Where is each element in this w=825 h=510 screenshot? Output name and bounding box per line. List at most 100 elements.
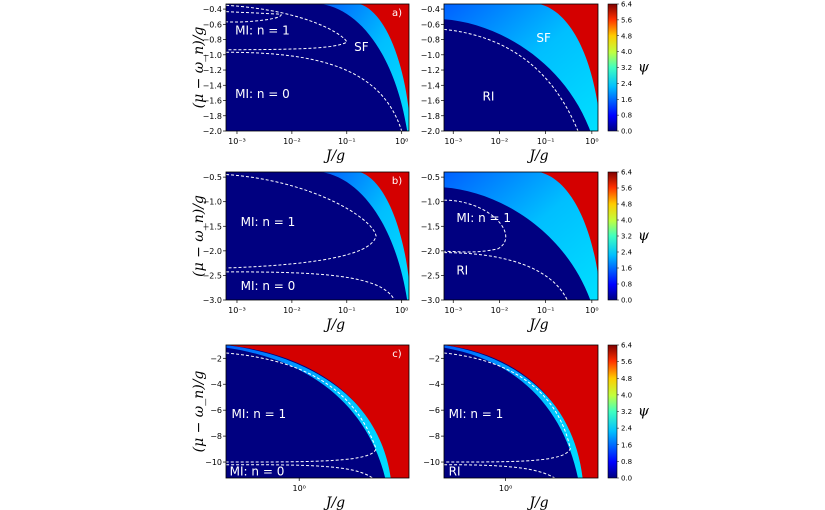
phase-boundary (225, 464, 373, 479)
panel-frame (225, 171, 410, 301)
y-tick-label: −1.6 (203, 97, 222, 106)
x-tick-label: 10⁻² (491, 306, 509, 315)
colorbar-tick-label: 0.8 (621, 112, 632, 120)
y-tick-label: −8 (210, 432, 222, 441)
x-axis-label: J/g (526, 148, 548, 164)
region-label: MI: n = 1 (456, 211, 511, 225)
colorbar-label: ψ (638, 228, 650, 244)
y-tick-label: −10 (423, 458, 440, 467)
panel-frame (443, 344, 599, 479)
colorbar-tick-label: 1.6 (621, 96, 633, 104)
y-tick-label: −1.5 (203, 222, 222, 231)
y-tick-label: −0.6 (421, 20, 440, 29)
colorbar-tick-label: 4.8 (621, 201, 632, 209)
y-tick-label: −4 (210, 380, 222, 389)
phase-boundary (225, 271, 395, 301)
panel-label: c) (392, 349, 401, 360)
region-label: SF (536, 31, 551, 45)
x-axis-label: J/g (323, 495, 345, 510)
y-tick-label: −1.0 (421, 198, 440, 207)
colorbar-1: 6.4 5.6 4.8 4.0 3.2 2.4 1.6 0.8 0.0 ψ (607, 1, 650, 136)
superfluid-region (321, 4, 409, 131)
region-label: MI: n = 1 (235, 23, 290, 37)
y-tick-label: −1.4 (203, 81, 222, 90)
colorbar-tick-label: 0.0 (621, 297, 632, 305)
superfluid-region (444, 345, 586, 478)
y-tick-label: −1.6 (421, 97, 440, 106)
high-psi-region (226, 345, 409, 478)
phase-boundary (443, 28, 579, 132)
x-tick-label: 10⁻¹ (537, 137, 555, 146)
x-tick-label: 10⁻¹ (537, 306, 555, 315)
colorbar-tick-label: 2.4 (621, 425, 633, 433)
x-tick-label: 10⁻³ (444, 137, 462, 146)
y-tick-label: −1.5 (421, 222, 440, 231)
colorbar-label: ψ (638, 60, 650, 76)
panel-6: −2 −4 −6 −8 −10 10⁰ J/g MI: n = 1 RI (423, 344, 599, 510)
phase-boundary (443, 352, 571, 463)
region-label: MI: n = 0 (230, 464, 285, 478)
colorbar-tick-label: 5.6 (621, 358, 633, 366)
y-tick-label: −2.5 (203, 271, 222, 280)
y-tick-label: −0.5 (421, 173, 440, 182)
y-tick-label: −0.4 (203, 5, 222, 14)
region-label: RI (456, 263, 468, 277)
x-axis-label: J/g (323, 317, 345, 333)
y-tick-label: −2 (210, 354, 222, 363)
colorbar-tick-label: 2.4 (621, 80, 633, 88)
panel-1: −0.4 −0.6 −0.8 −1.0 −1.2 −1.4 −1.6 −1.8 −2.0 10⁻³… (191, 3, 410, 164)
phase-boundary (443, 252, 568, 301)
x-tick-label: 10⁻¹ (338, 306, 356, 315)
x-axis-label: J/g (526, 317, 548, 333)
y-tick-label: −2.0 (421, 247, 440, 256)
colorbar-tick-label: 4.0 (621, 217, 632, 225)
colorbar-tick-label: 0.0 (621, 475, 632, 483)
y-tick-label: −2.0 (203, 247, 222, 256)
colorbar-tick-label: 4.8 (621, 375, 632, 383)
colorbar-tick-label: 3.2 (621, 408, 632, 416)
panel-5: −2 −4 −6 −8 −10 10⁰ J/g (μ − ω_n)/g c) MI: n = 1 M… (191, 344, 410, 510)
colorbar-tick-label: 4.0 (621, 391, 632, 399)
y-tick-label: −2.0 (203, 127, 222, 136)
colorbar-tick-label: 0.8 (621, 458, 632, 466)
y-tick-label: −4 (428, 380, 440, 389)
colorbar-tick-label: 5.6 (621, 16, 633, 24)
region-label: MI: n = 0 (241, 279, 296, 293)
y-tick-label: −2.0 (421, 127, 440, 136)
x-tick-label: 10⁻³ (228, 137, 246, 146)
phase-boundary (225, 11, 282, 23)
x-tick-label: 10⁰ (585, 306, 598, 315)
x-tick-label: 10⁰ (293, 484, 306, 493)
colorbar-gradient (607, 3, 618, 132)
region-label: MI: n = 1 (449, 407, 504, 421)
phase-boundary (443, 464, 556, 479)
x-tick-label: 10⁻² (283, 306, 301, 315)
panel-frame (443, 171, 599, 301)
superfluid-region (226, 345, 395, 478)
y-tick-label: −1.2 (421, 66, 440, 75)
superfluid-region (444, 172, 598, 300)
region-label: RI (483, 90, 495, 104)
x-tick-label: 10⁻² (491, 137, 509, 146)
superfluid-region (444, 4, 598, 131)
phase-boundary (225, 51, 403, 132)
high-psi-region (359, 172, 409, 281)
y-axis-label: (μ − ω_n)/g (191, 27, 207, 109)
y-tick-label: −2 (428, 354, 440, 363)
high-psi-region (444, 345, 598, 478)
y-tick-label: −1.0 (203, 51, 222, 60)
colorbar-tick-label: 3.2 (621, 64, 632, 72)
region-label: MI: n = 1 (241, 215, 296, 229)
high-psi-region (539, 172, 598, 275)
y-tick-label: −0.6 (203, 20, 222, 29)
colorbar-tick-label: 3.2 (621, 233, 632, 241)
colorbar-label: ψ (638, 404, 650, 420)
superfluid-region (321, 172, 409, 300)
colorbar-gradient (607, 171, 618, 301)
colorbar-tick-label: 6.4 (621, 1, 633, 9)
colorbar-tick-label: 6.4 (621, 342, 633, 350)
colorbar-tick-label: 0.0 (621, 128, 632, 136)
panel-frame (443, 3, 599, 132)
panel-3: −0.5 −1.0 −1.5 −2.0 −2.5 −3.0 10⁻³ 10⁻² 10⁻¹ 10⁰ J… (191, 171, 410, 333)
